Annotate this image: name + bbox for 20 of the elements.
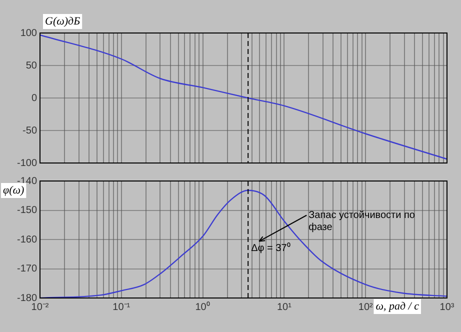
y-tick-label: 0 xyxy=(31,92,38,104)
annotation: Δφ = 37⁰ xyxy=(251,242,291,254)
y-tick-label: -180 xyxy=(16,292,38,304)
y-tick-label: -160 xyxy=(16,234,38,246)
annotation: Запас устойчивости по фазе xyxy=(308,210,416,233)
y-axis-title: G(ω)дБ xyxy=(45,15,81,28)
y-tick-label: -50 xyxy=(22,125,38,136)
y-axis-title: φ(ω) xyxy=(3,184,25,196)
y-tick-label: -170 xyxy=(16,264,38,274)
x-tick-label: 10⁻¹ xyxy=(112,302,131,313)
x-tick-label: 10⁰ xyxy=(195,300,210,313)
y-tick-label: 100 xyxy=(20,28,38,39)
x-tick-label: 10³ xyxy=(440,302,455,313)
x-axis-title: ω, рад / с xyxy=(376,300,420,312)
x-tick-label: 10² xyxy=(358,302,374,313)
y-tick-label: -100 xyxy=(16,158,38,169)
x-tick-label: 10⁻² xyxy=(31,302,50,313)
y-tick-label: 50 xyxy=(26,60,38,72)
y-tick-label: -150 xyxy=(16,205,38,216)
x-tick-label: 10¹ xyxy=(276,302,292,313)
